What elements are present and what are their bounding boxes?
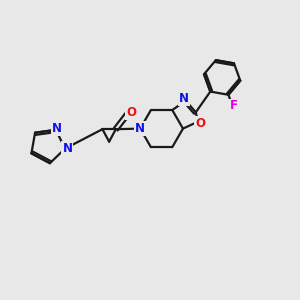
Text: O: O — [126, 106, 136, 119]
Text: F: F — [230, 100, 238, 112]
Text: N: N — [179, 92, 189, 105]
Text: O: O — [195, 117, 205, 130]
Text: N: N — [135, 122, 145, 135]
Text: N: N — [52, 122, 62, 135]
Text: N: N — [62, 142, 72, 155]
